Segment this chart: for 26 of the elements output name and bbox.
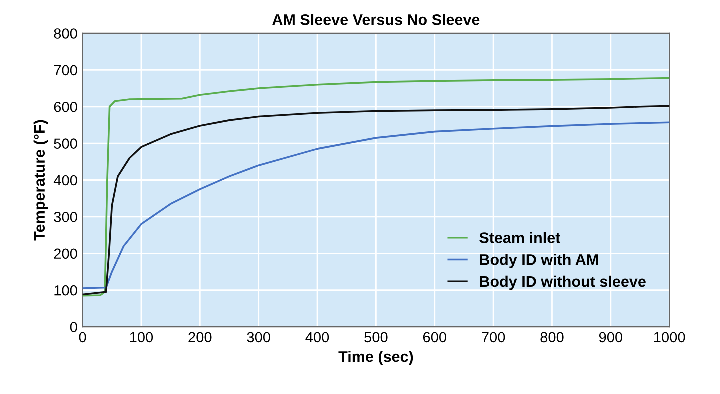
- y-tick-label: 200: [54, 248, 78, 260]
- x-tick-label: 400: [306, 332, 330, 343]
- x-tick-label: 300: [247, 332, 270, 343]
- x-tick-label: 200: [188, 332, 212, 343]
- y-tick-label: 700: [54, 65, 78, 76]
- x-tick-label: 600: [423, 332, 446, 343]
- legend-label: Body ID without sleeve: [480, 276, 646, 290]
- x-tick-label: 900: [599, 332, 623, 343]
- chart-title: AM Sleeve Versus No Sleeve: [272, 14, 480, 26]
- x-tick-label: 0: [79, 332, 86, 343]
- y-tick-label: 0: [70, 322, 78, 332]
- x-tick-label: 700: [482, 332, 506, 343]
- y-tick-label: 500: [54, 138, 78, 149]
- x-tick-label: 100: [130, 332, 154, 343]
- y-tick-label: 800: [54, 28, 78, 39]
- x-axis-title: Time (sec): [338, 351, 414, 366]
- legend-label: Steam inlet: [480, 232, 561, 244]
- y-tick-label: 100: [54, 285, 78, 296]
- y-tick-label: 300: [54, 212, 78, 222]
- x-tick-label: 800: [540, 332, 564, 343]
- y-tick-label: 600: [54, 102, 78, 112]
- x-tick-label: 1000: [654, 332, 686, 343]
- x-tick-label: 500: [364, 332, 388, 343]
- legend-label: Body ID with AM: [480, 254, 598, 268]
- y-axis-title: Temperature (°F): [34, 120, 48, 241]
- y-tick-label: 400: [54, 175, 78, 186]
